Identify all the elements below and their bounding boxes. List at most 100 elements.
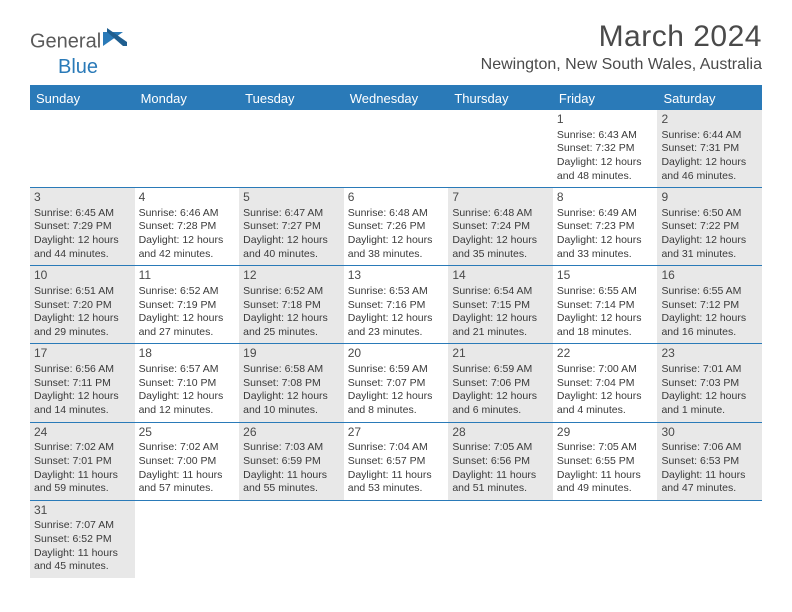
day-number: 7 xyxy=(452,190,549,206)
cell-line: Sunset: 7:01 PM xyxy=(34,455,131,469)
day-header: Sunday xyxy=(30,87,135,110)
cell-line: Sunrise: 6:50 AM xyxy=(661,207,758,221)
cell-line: Sunset: 6:56 PM xyxy=(452,455,549,469)
cell-line: Sunrise: 7:04 AM xyxy=(348,441,445,455)
cell-line: Sunset: 7:29 PM xyxy=(34,220,131,234)
cell-line: Sunset: 7:27 PM xyxy=(243,220,340,234)
calendar-row: 17Sunrise: 6:56 AMSunset: 7:11 PMDayligh… xyxy=(30,344,762,422)
calendar-cell: 16Sunrise: 6:55 AMSunset: 7:12 PMDayligh… xyxy=(657,266,762,343)
cell-line: Sunrise: 6:53 AM xyxy=(348,285,445,299)
cell-line: Sunrise: 7:05 AM xyxy=(557,441,654,455)
calendar-cell: 2Sunrise: 6:44 AMSunset: 7:31 PMDaylight… xyxy=(657,110,762,187)
day-number: 10 xyxy=(34,268,131,284)
cell-line: Sunset: 7:10 PM xyxy=(139,377,236,391)
cell-line: Sunset: 7:28 PM xyxy=(139,220,236,234)
cell-line: Sunrise: 6:58 AM xyxy=(243,363,340,377)
day-number: 14 xyxy=(452,268,549,284)
day-header: Monday xyxy=(135,87,240,110)
cell-line: Sunrise: 6:45 AM xyxy=(34,207,131,221)
cell-line: Sunrise: 6:52 AM xyxy=(243,285,340,299)
calendar-cell xyxy=(239,110,344,187)
day-number: 31 xyxy=(34,503,131,519)
calendar-cell xyxy=(135,501,240,578)
cell-line: Sunset: 6:52 PM xyxy=(34,533,131,547)
calendar-row: 31Sunrise: 7:07 AMSunset: 6:52 PMDayligh… xyxy=(30,501,762,578)
cell-line: Daylight: 12 hours and 31 minutes. xyxy=(661,234,758,261)
cell-line: Sunset: 7:22 PM xyxy=(661,220,758,234)
cell-line: Sunset: 7:19 PM xyxy=(139,299,236,313)
logo: General Blue xyxy=(30,28,129,79)
day-number: 2 xyxy=(661,112,758,128)
cell-line: Daylight: 12 hours and 23 minutes. xyxy=(348,312,445,339)
day-number: 21 xyxy=(452,346,549,362)
calendar-cell: 5Sunrise: 6:47 AMSunset: 7:27 PMDaylight… xyxy=(239,188,344,265)
day-number: 11 xyxy=(139,268,236,284)
cell-line: Sunset: 7:31 PM xyxy=(661,142,758,156)
cell-line: Daylight: 12 hours and 48 minutes. xyxy=(557,156,654,183)
cell-line: Sunrise: 6:52 AM xyxy=(139,285,236,299)
day-number: 29 xyxy=(557,425,654,441)
cell-line: Sunset: 7:16 PM xyxy=(348,299,445,313)
cell-line: Sunset: 7:24 PM xyxy=(452,220,549,234)
cell-line: Sunset: 7:20 PM xyxy=(34,299,131,313)
day-number: 4 xyxy=(139,190,236,206)
cell-line: Daylight: 12 hours and 38 minutes. xyxy=(348,234,445,261)
cell-line: Daylight: 12 hours and 18 minutes. xyxy=(557,312,654,339)
cell-line: Sunrise: 6:49 AM xyxy=(557,207,654,221)
calendar-cell: 3Sunrise: 6:45 AMSunset: 7:29 PMDaylight… xyxy=(30,188,135,265)
cell-line: Daylight: 12 hours and 33 minutes. xyxy=(557,234,654,261)
cell-line: Sunrise: 6:47 AM xyxy=(243,207,340,221)
day-header: Friday xyxy=(553,87,658,110)
day-number: 3 xyxy=(34,190,131,206)
calendar-cell: 27Sunrise: 7:04 AMSunset: 6:57 PMDayligh… xyxy=(344,423,449,500)
cell-line: Daylight: 12 hours and 10 minutes. xyxy=(243,390,340,417)
cell-line: Sunset: 7:07 PM xyxy=(348,377,445,391)
cell-line: Sunrise: 6:59 AM xyxy=(348,363,445,377)
day-number: 20 xyxy=(348,346,445,362)
cell-line: Daylight: 11 hours and 49 minutes. xyxy=(557,469,654,496)
day-number: 12 xyxy=(243,268,340,284)
day-header: Tuesday xyxy=(239,87,344,110)
day-number: 1 xyxy=(557,112,654,128)
calendar-header: SundayMondayTuesdayWednesdayThursdayFrid… xyxy=(30,87,762,110)
calendar-cell xyxy=(344,110,449,187)
calendar-cell: 1Sunrise: 6:43 AMSunset: 7:32 PMDaylight… xyxy=(553,110,658,187)
calendar-cell: 4Sunrise: 6:46 AMSunset: 7:28 PMDaylight… xyxy=(135,188,240,265)
calendar-cell: 22Sunrise: 7:00 AMSunset: 7:04 PMDayligh… xyxy=(553,344,658,421)
calendar-cell: 6Sunrise: 6:48 AMSunset: 7:26 PMDaylight… xyxy=(344,188,449,265)
cell-line: Sunrise: 7:05 AM xyxy=(452,441,549,455)
cell-line: Sunset: 7:06 PM xyxy=(452,377,549,391)
day-number: 5 xyxy=(243,190,340,206)
day-number: 22 xyxy=(557,346,654,362)
calendar-cell: 8Sunrise: 6:49 AMSunset: 7:23 PMDaylight… xyxy=(553,188,658,265)
calendar-cell: 13Sunrise: 6:53 AMSunset: 7:16 PMDayligh… xyxy=(344,266,449,343)
day-number: 27 xyxy=(348,425,445,441)
cell-line: Sunrise: 6:43 AM xyxy=(557,129,654,143)
cell-line: Daylight: 12 hours and 29 minutes. xyxy=(34,312,131,339)
location-text: Newington, New South Wales, Australia xyxy=(481,56,762,74)
calendar-row: 1Sunrise: 6:43 AMSunset: 7:32 PMDaylight… xyxy=(30,110,762,188)
cell-line: Sunrise: 6:51 AM xyxy=(34,285,131,299)
calendar-cell xyxy=(657,501,762,578)
day-header: Wednesday xyxy=(344,87,449,110)
day-number: 15 xyxy=(557,268,654,284)
cell-line: Sunrise: 7:01 AM xyxy=(661,363,758,377)
cell-line: Daylight: 12 hours and 8 minutes. xyxy=(348,390,445,417)
calendar-cell xyxy=(448,110,553,187)
cell-line: Sunrise: 7:03 AM xyxy=(243,441,340,455)
cell-line: Sunrise: 6:46 AM xyxy=(139,207,236,221)
day-number: 6 xyxy=(348,190,445,206)
day-header: Thursday xyxy=(448,87,553,110)
calendar-cell xyxy=(448,501,553,578)
calendar-row: 24Sunrise: 7:02 AMSunset: 7:01 PMDayligh… xyxy=(30,423,762,501)
cell-line: Sunrise: 6:57 AM xyxy=(139,363,236,377)
cell-line: Daylight: 11 hours and 51 minutes. xyxy=(452,469,549,496)
title-block: March 2024 Newington, New South Wales, A… xyxy=(481,20,762,74)
day-number: 23 xyxy=(661,346,758,362)
day-number: 9 xyxy=(661,190,758,206)
cell-line: Daylight: 12 hours and 14 minutes. xyxy=(34,390,131,417)
calendar-row: 10Sunrise: 6:51 AMSunset: 7:20 PMDayligh… xyxy=(30,266,762,344)
calendar-cell: 29Sunrise: 7:05 AMSunset: 6:55 PMDayligh… xyxy=(553,423,658,500)
calendar-cell: 28Sunrise: 7:05 AMSunset: 6:56 PMDayligh… xyxy=(448,423,553,500)
calendar-cell xyxy=(239,501,344,578)
